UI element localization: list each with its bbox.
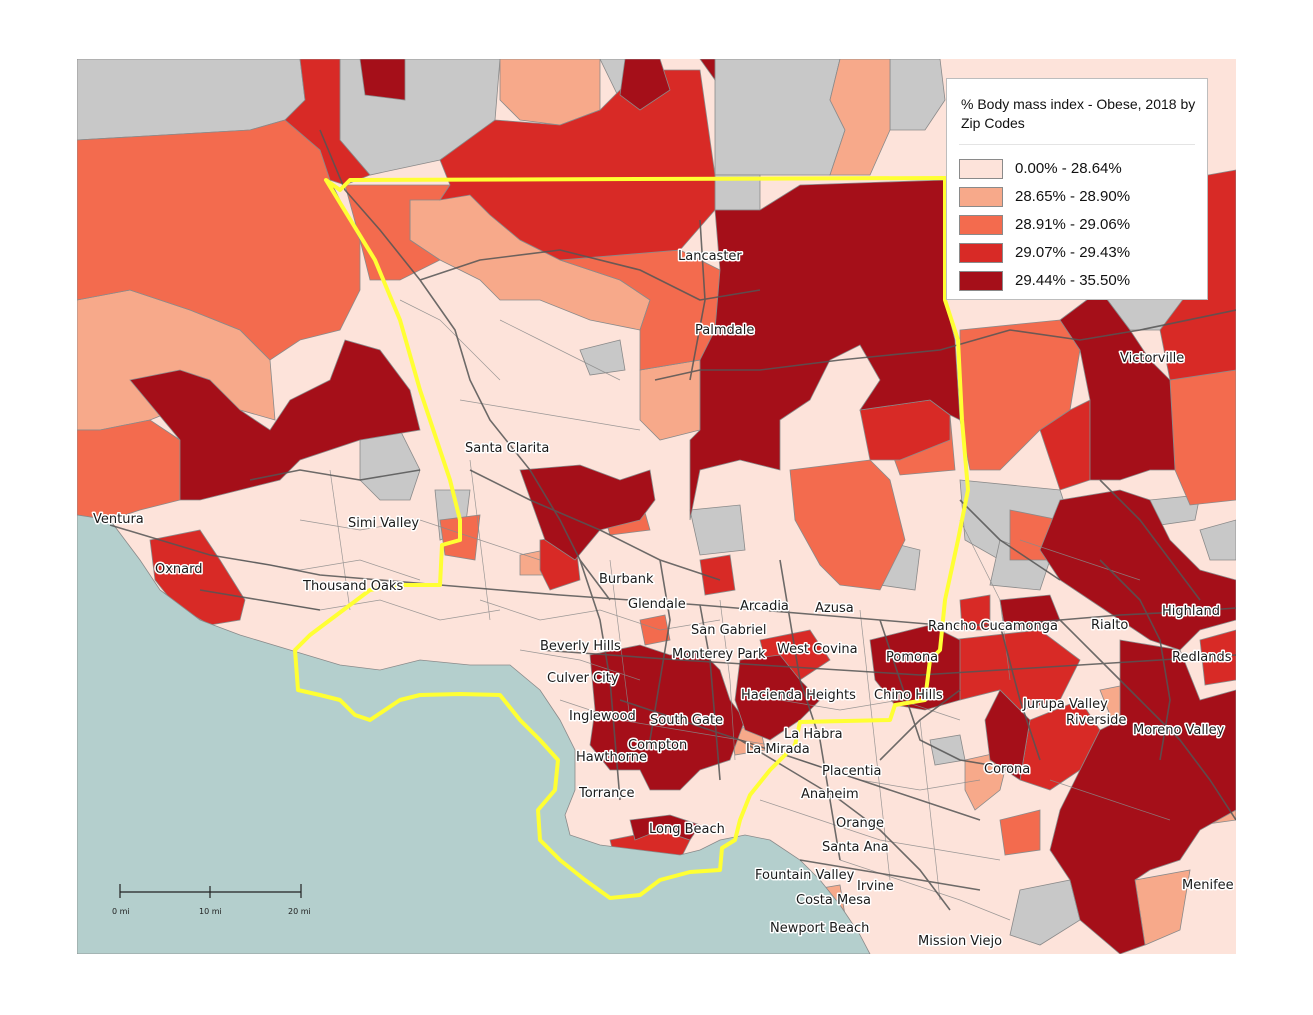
city-label: Highland bbox=[1162, 604, 1220, 619]
city-label: Hawthorne bbox=[576, 750, 647, 765]
legend-swatch bbox=[959, 243, 1003, 263]
city-label: Victorville bbox=[1120, 351, 1184, 366]
legend-swatch bbox=[959, 215, 1003, 235]
city-label: Santa Ana bbox=[822, 840, 889, 855]
legend-label: 28.91% - 29.06% bbox=[1015, 216, 1131, 233]
city-label: Glendale bbox=[628, 597, 686, 612]
city-labels: Lancaster Palmdale Victorville Santa Cla… bbox=[92, 248, 1236, 951]
city-label: Chino Hills bbox=[874, 688, 943, 703]
city-label: Jurupa Valley bbox=[1022, 697, 1108, 712]
city-label: Inglewood bbox=[569, 709, 636, 724]
city-label: Placentia bbox=[822, 764, 881, 779]
city-label: Oxnard bbox=[155, 562, 203, 577]
class-3-regions bbox=[77, 119, 1236, 856]
city-label: Burbank bbox=[599, 572, 654, 587]
legend-divider bbox=[959, 144, 1195, 145]
roads bbox=[109, 129, 1236, 911]
legend-swatch bbox=[959, 271, 1003, 291]
city-label: Anaheim bbox=[801, 787, 859, 802]
legend-label: 29.07% - 29.43% bbox=[1015, 244, 1131, 261]
city-label: Thousand Oaks bbox=[302, 579, 403, 594]
map-legend: % Body mass index - Obese, 2018 by Zip C… bbox=[946, 78, 1208, 300]
city-label: Pomona bbox=[886, 650, 938, 665]
legend-label: 29.44% - 35.50% bbox=[1015, 272, 1131, 289]
city-label: Redlands bbox=[1172, 650, 1232, 665]
city-label: Newport Beach bbox=[770, 921, 869, 936]
city-label: La Habra bbox=[784, 727, 843, 742]
city-label: Santa Clarita bbox=[465, 441, 549, 456]
city-label: Orange bbox=[836, 816, 884, 831]
county-boundary bbox=[293, 176, 970, 900]
legend-label: 0.00% - 28.64% bbox=[1015, 160, 1122, 177]
scale-label: 0 mi bbox=[112, 907, 130, 916]
city-label: Palmdale bbox=[695, 323, 754, 338]
city-label: Costa Mesa bbox=[796, 893, 871, 908]
city-label: Culver City bbox=[547, 671, 619, 686]
city-label: Beverly Hills bbox=[540, 639, 621, 654]
city-label: Rancho Cucamonga bbox=[928, 619, 1058, 634]
city-label: Compton bbox=[628, 738, 687, 753]
city-label: Monterey Park bbox=[672, 647, 766, 662]
city-label: Menifee bbox=[1182, 878, 1234, 893]
city-label: South Gate bbox=[650, 713, 723, 728]
city-label: Corona bbox=[984, 762, 1030, 777]
city-label: Azusa bbox=[815, 601, 854, 616]
legend-swatch bbox=[959, 159, 1003, 179]
city-label: Simi Valley bbox=[348, 516, 419, 531]
city-label: Rialto bbox=[1091, 618, 1128, 633]
scale-label: 10 mi bbox=[199, 907, 222, 916]
city-label: San Gabriel bbox=[691, 623, 766, 638]
legend-title: % Body mass index - Obese, 2018 by Zip C… bbox=[961, 96, 1196, 131]
city-label: Riverside bbox=[1066, 713, 1126, 728]
city-label: West Covina bbox=[777, 642, 858, 657]
city-label: Irvine bbox=[857, 879, 894, 894]
ocean bbox=[77, 514, 871, 954]
city-label: Fountain Valley bbox=[755, 868, 855, 883]
legend-swatch bbox=[959, 187, 1003, 207]
legend-label: 28.65% - 28.90% bbox=[1015, 188, 1131, 205]
class-5-regions bbox=[129, 59, 1236, 954]
scale-bar: 0 mi 10 mi 20 mi bbox=[112, 884, 311, 916]
city-label: Torrance bbox=[578, 786, 635, 801]
city-label: Moreno Valley bbox=[1133, 723, 1225, 738]
scale-label: 20 mi bbox=[288, 907, 311, 916]
city-label: Ventura bbox=[93, 512, 144, 527]
city-label: Arcadia bbox=[740, 599, 789, 614]
city-label: Long Beach bbox=[649, 822, 725, 837]
city-label: Mission Viejo bbox=[918, 934, 1002, 949]
city-label: Hacienda Heights bbox=[741, 688, 856, 703]
city-label: La Mirada bbox=[746, 742, 810, 757]
city-label: Lancaster bbox=[678, 249, 742, 264]
